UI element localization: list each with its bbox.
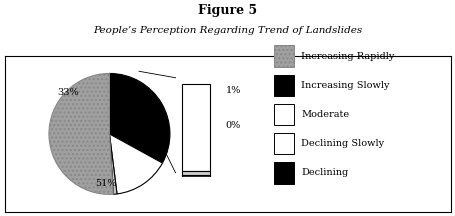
Text: 15%: 15% [130, 98, 152, 107]
Text: 51%: 51% [96, 179, 117, 188]
Text: 33%: 33% [57, 88, 79, 97]
Text: 1%: 1% [225, 86, 241, 95]
Text: Moderate: Moderate [300, 110, 349, 119]
Wedge shape [109, 73, 170, 163]
Text: People’s Perception Regarding Trend of Landslides: People’s Perception Regarding Trend of L… [93, 26, 362, 35]
Bar [182, 171, 209, 177]
Text: Figure 5: Figure 5 [198, 4, 257, 17]
Text: Declining Slowly: Declining Slowly [300, 139, 383, 148]
Wedge shape [109, 134, 113, 194]
Text: 0%: 0% [225, 121, 240, 130]
Bar [182, 175, 209, 177]
Wedge shape [109, 134, 162, 194]
Text: Declining: Declining [300, 168, 348, 177]
Text: 1%: 1% [139, 125, 154, 133]
Text: Increasing Rapidly: Increasing Rapidly [300, 52, 394, 61]
Bar [182, 84, 209, 171]
Wedge shape [49, 73, 113, 194]
Text: Increasing Slowly: Increasing Slowly [300, 81, 389, 90]
Wedge shape [109, 134, 117, 194]
